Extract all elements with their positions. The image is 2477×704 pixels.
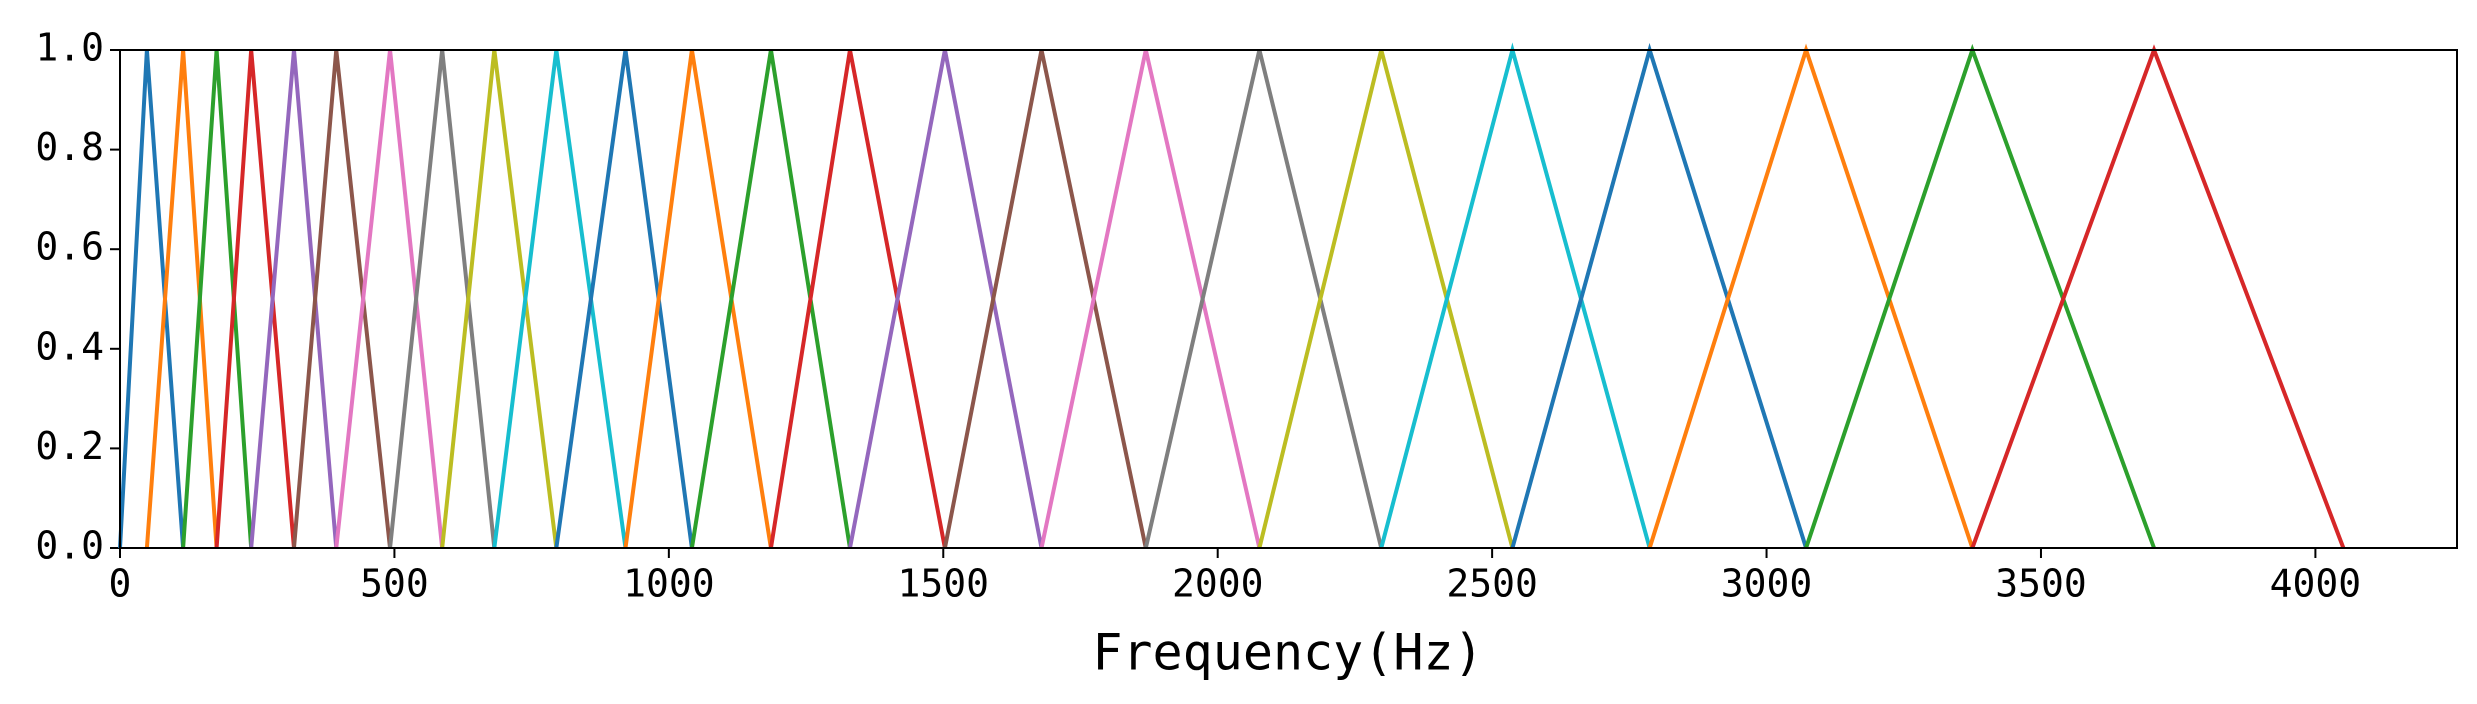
x-tick-label: 2000 — [1172, 562, 1264, 606]
filter-line — [144, 49, 219, 549]
filter-line — [181, 49, 254, 549]
x-tick-label: 0 — [109, 562, 132, 606]
filter-line — [1804, 43, 2156, 549]
y-tick-label: 0.8 — [35, 125, 104, 169]
filter-line — [848, 49, 1044, 549]
filter-line — [942, 49, 1148, 549]
filter-line — [492, 49, 628, 549]
filter-line — [214, 49, 296, 549]
filter-line — [1379, 42, 1652, 549]
plot-frame — [119, 49, 2458, 549]
filter-line — [440, 49, 559, 549]
y-tick-label: 1.0 — [35, 26, 104, 70]
filter-line — [554, 49, 694, 549]
x-tick-label: 500 — [360, 562, 429, 606]
y-tick-label: 0.2 — [35, 424, 104, 468]
filter-line — [249, 49, 339, 549]
filter-line — [1647, 43, 1975, 549]
y-tick-label: 0.6 — [35, 225, 104, 269]
filter-line — [1510, 42, 1808, 549]
filter-line — [334, 49, 445, 549]
y-tick-label: 0.0 — [35, 524, 104, 568]
x-tick-label: 4000 — [2270, 562, 2362, 606]
x-tick-label: 1000 — [623, 562, 715, 606]
filter-line — [388, 49, 497, 549]
x-tick-label: 3000 — [1721, 562, 1813, 606]
x-axis-label: Frequency(Hz) — [1092, 624, 1483, 682]
filter-line — [689, 49, 852, 549]
filter-line — [291, 49, 393, 549]
filter-line — [1039, 49, 1262, 549]
filter-line — [1257, 49, 1515, 549]
x-tick-label: 3500 — [1995, 562, 2087, 606]
filter-line — [768, 49, 947, 549]
filter-line — [623, 49, 773, 549]
y-tick-label: 0.4 — [35, 324, 104, 368]
x-tick-label: 1500 — [898, 562, 990, 606]
filter-line — [1970, 44, 2346, 549]
filter-line — [1143, 49, 1384, 549]
x-tick-label: 2500 — [1446, 562, 1538, 606]
